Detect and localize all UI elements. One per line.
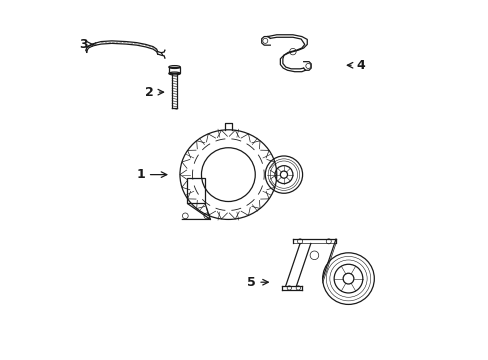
Text: 3: 3: [80, 38, 94, 51]
Text: 2: 2: [145, 86, 163, 99]
Bar: [168, 67, 180, 73]
Text: 4: 4: [346, 59, 365, 72]
Bar: [187, 178, 204, 203]
Text: 5: 5: [246, 276, 268, 289]
Text: 1: 1: [136, 168, 166, 181]
